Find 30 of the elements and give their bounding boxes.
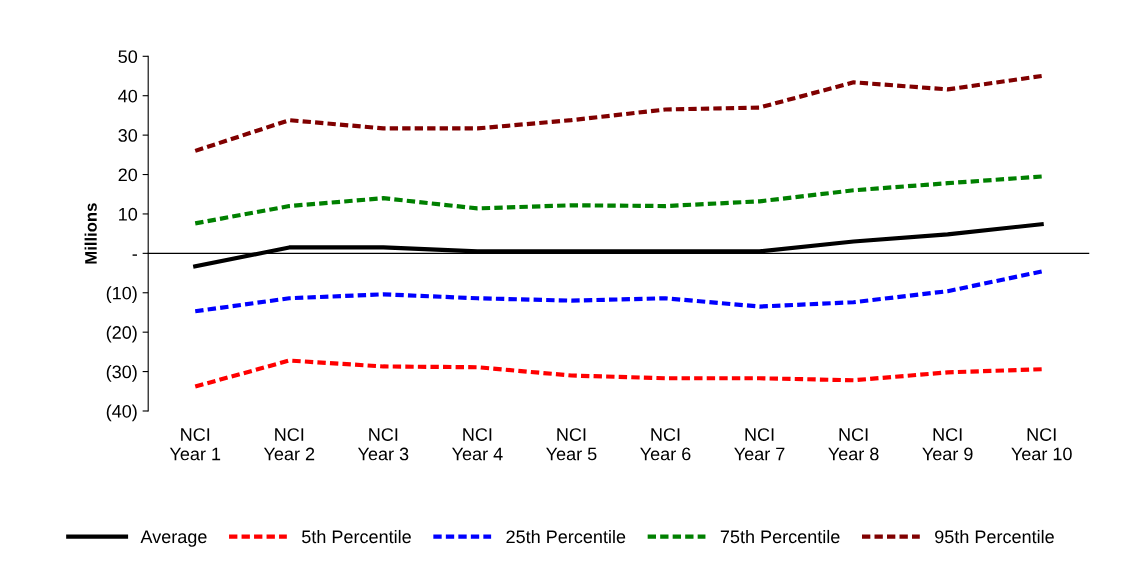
- x-tick-label: NCI Year 8: [828, 428, 879, 461]
- line-series: [193, 358, 1044, 389]
- y-axis-title: Millions: [84, 203, 97, 264]
- y-tick-label: 50: [118, 50, 138, 64]
- x-tick-label: NCI Year 1: [169, 428, 221, 461]
- x-tick-label: NCI Year 5: [546, 428, 597, 461]
- legend-label: 95th Percentile: [935, 529, 1054, 544]
- y-tick-label: 20: [118, 168, 138, 182]
- legend-label: 25th Percentile: [506, 529, 626, 544]
- y-tick-label: 10: [119, 207, 138, 221]
- y-tick-label: 40: [118, 89, 138, 103]
- legend-label: 5th Percentile: [302, 529, 411, 544]
- line-series: [193, 174, 1044, 226]
- y-tick-label: 30: [118, 129, 138, 142]
- y-tick-label: (10): [106, 286, 137, 304]
- line-series: [193, 73, 1044, 153]
- y-tick-label: (30): [106, 365, 137, 382]
- y-tick-label: (20): [106, 325, 137, 343]
- x-tick-label: NCI Year 4: [452, 428, 503, 461]
- x-tick-label: NCI Year 7: [734, 428, 785, 461]
- legend-label: Average: [140, 530, 207, 547]
- legend-label: 75th Percentile: [720, 529, 840, 544]
- x-tick-label: NCI Year 6: [640, 428, 691, 461]
- line-series: [193, 269, 1044, 314]
- y-tick-label: (40): [106, 404, 137, 422]
- x-tick-label: NCI Year 9: [922, 428, 973, 461]
- x-tick-label: NCI Year 10: [1011, 428, 1072, 461]
- x-tick-label: NCI Year 2: [263, 428, 315, 461]
- y-tick-label: -: [132, 254, 137, 256]
- x-tick-label: NCI Year 3: [357, 428, 409, 461]
